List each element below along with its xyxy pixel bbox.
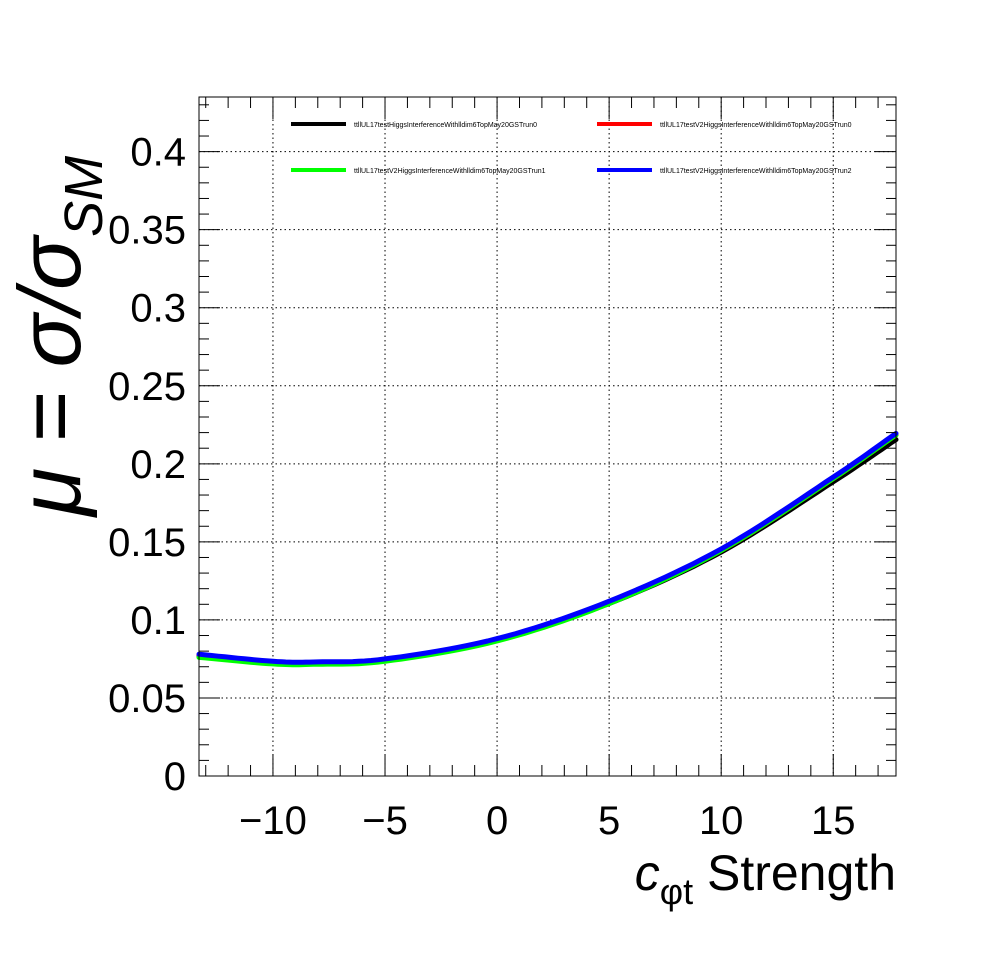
x-tick-label: −10 xyxy=(239,799,307,843)
legend-label-1: ttllUL17testV2HiggsInterferenceWithlldim… xyxy=(660,122,852,129)
y-axis-label-sub: SM xyxy=(54,156,114,237)
legend: ttllUL17testHiggsInterferenceWithlldim6T… xyxy=(291,122,852,175)
y-tick-label: 0 xyxy=(164,755,186,799)
y-tick-label: 0.4 xyxy=(130,131,186,175)
x-axis-label-sub: φt xyxy=(660,871,693,912)
y-tick-label: 0.3 xyxy=(130,287,186,331)
y-tick-label: 0.1 xyxy=(130,599,186,643)
x-tick-label: −5 xyxy=(362,799,408,843)
series-layer xyxy=(196,430,899,668)
legend-label-0: ttllUL17testHiggsInterferenceWithlldim6T… xyxy=(354,122,537,129)
x-tick-label: 15 xyxy=(811,799,856,843)
y-tick-label: 0.05 xyxy=(108,677,186,721)
legend-label-2: ttllUL17testV2HiggsInterferenceWithlldim… xyxy=(354,168,546,175)
x-tick-label: 10 xyxy=(699,799,744,843)
y-axis-label-main: μ = σ/σ xyxy=(0,234,99,518)
plot-frame xyxy=(198,96,897,777)
y-tick-label: 0.25 xyxy=(108,365,186,409)
series-line-2 xyxy=(196,432,899,668)
series-line-3 xyxy=(196,430,899,665)
x-axis-label-rest: Strength xyxy=(693,845,896,901)
x-tick-label: 0 xyxy=(486,799,508,843)
x-axis-label: cφt Strength xyxy=(635,845,896,912)
grid-layer xyxy=(199,97,896,776)
y-tick-label: 0.2 xyxy=(130,443,186,487)
legend-label-3: ttllUL17testV2HiggsInterferenceWithlldim… xyxy=(660,168,852,175)
y-tick-label: 0.15 xyxy=(108,521,186,565)
x-tick-label: 5 xyxy=(598,799,620,843)
tick-layer: −10 −5 0 5 10 15 0 0.05 0.1 0.15 0.2 0.25 0.3 0.35 0.4 xyxy=(108,97,896,843)
x-axis-label-main: c xyxy=(635,845,660,901)
y-tick-label: 0.35 xyxy=(108,209,186,253)
series-line-0 xyxy=(196,437,899,667)
y-axis-label: μ = σ/σSM xyxy=(0,156,114,518)
